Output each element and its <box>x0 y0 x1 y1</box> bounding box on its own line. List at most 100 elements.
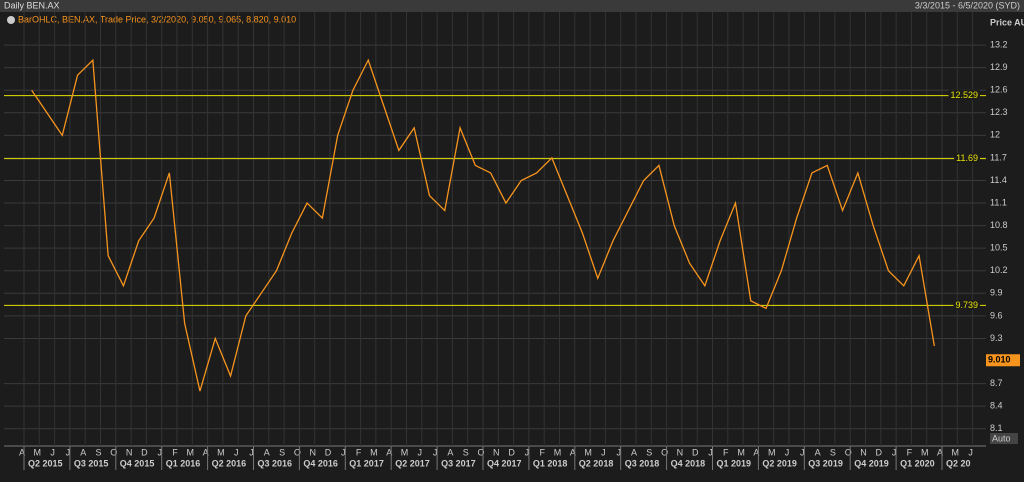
quarter-label: Q3 2019 <box>808 458 843 468</box>
x-tick-label: N <box>126 447 133 457</box>
x-tick-label: M <box>768 447 776 457</box>
quarter-label: Q1 2017 <box>349 458 384 468</box>
level-label: 12.529 <box>950 90 978 100</box>
x-tick-label: O <box>477 447 484 457</box>
auto-label[interactable]: Auto <box>992 433 1011 443</box>
x-tick-label: J <box>341 447 346 457</box>
x-tick-label: F <box>907 447 913 457</box>
x-tick-label: N <box>860 447 867 457</box>
x-tick-label: A <box>570 447 576 457</box>
quarter-label: Q1 2018 <box>533 458 568 468</box>
x-tick-label: J <box>800 447 805 457</box>
y-tick-label: 9.9 <box>990 288 1003 298</box>
quarter-label: Q4 2015 <box>120 458 155 468</box>
quarter-label: Q2 2016 <box>212 458 247 468</box>
x-tick-label: N <box>677 447 684 457</box>
x-tick-label: S <box>95 447 101 457</box>
quarter-label: Q2 2019 <box>762 458 797 468</box>
x-tick-label: J <box>616 447 621 457</box>
x-tick-label: O <box>845 447 852 457</box>
legend-icon <box>7 16 15 24</box>
x-tick-label: D <box>876 447 883 457</box>
x-tick-label: A <box>815 447 821 457</box>
x-tick-label: O <box>110 447 117 457</box>
y-tick-label: 9.3 <box>990 333 1003 343</box>
level-label: 9.739 <box>955 300 978 310</box>
x-tick-label: J <box>601 447 606 457</box>
quarter-label: Q3 2017 <box>441 458 476 468</box>
x-tick-label: A <box>203 447 209 457</box>
quarter-label: Q4 2018 <box>671 458 706 468</box>
x-tick-label: J <box>968 447 973 457</box>
y-tick-label: 12.3 <box>990 107 1008 117</box>
x-tick-label: F <box>172 447 178 457</box>
x-tick-label: J <box>66 447 71 457</box>
y-tick-label: 12.9 <box>990 62 1008 72</box>
x-tick-label: M <box>952 447 960 457</box>
x-tick-label: J <box>249 447 254 457</box>
x-tick-label: A <box>386 447 392 457</box>
x-tick-label: M <box>370 447 378 457</box>
x-tick-label: A <box>264 447 270 457</box>
x-tick-label: F <box>539 447 545 457</box>
x-tick-label: S <box>646 447 652 457</box>
x-tick-label: M <box>584 447 592 457</box>
x-tick-label: J <box>525 447 530 457</box>
x-tick-label: J <box>433 447 438 457</box>
y-tick-label: 12 <box>990 130 1000 140</box>
quarter-label: Q4 2019 <box>854 458 889 468</box>
x-tick-label: J <box>50 447 55 457</box>
chart-title: Daily BEN.AX <box>4 0 60 10</box>
auto-button[interactable] <box>990 433 1018 444</box>
quarter-label: Q2 2018 <box>579 458 614 468</box>
level-label: 11.69 <box>956 153 978 163</box>
legend: BarOHLC, BEN.AX, Trade Price, 3/2/2020, … <box>18 14 296 24</box>
y-tick-label: 11.1 <box>990 197 1007 207</box>
level-label-bg <box>953 299 980 310</box>
x-tick-label: A <box>80 447 86 457</box>
y-tick-label: 12.6 <box>990 85 1008 95</box>
x-tick-label: A <box>19 447 25 457</box>
price-line <box>31 58 935 392</box>
x-tick-label: N <box>493 447 500 457</box>
y-tick-label: 13.2 <box>990 39 1008 49</box>
quarter-label: Q2 20 <box>946 458 971 468</box>
quarter-label: Q1 2020 <box>900 458 935 468</box>
quarter-label: Q4 2017 <box>487 458 522 468</box>
y-tick-label: 10.2 <box>990 265 1008 275</box>
x-tick-label: M <box>921 447 929 457</box>
x-tick-label: M <box>401 447 409 457</box>
x-tick-label: M <box>554 447 562 457</box>
level-label-bg <box>948 89 980 100</box>
y-tick-label: 11.7 <box>990 152 1007 162</box>
x-tick-label: J <box>892 447 897 457</box>
x-tick-label: M <box>187 447 195 457</box>
quarter-label: Q1 2016 <box>166 458 201 468</box>
x-tick-label: D <box>141 447 148 457</box>
y-tick-label: 10.5 <box>990 243 1008 253</box>
x-tick-label: S <box>463 447 469 457</box>
x-tick-label: A <box>753 447 759 457</box>
x-tick-label: S <box>279 447 285 457</box>
quarter-label: Q4 2016 <box>303 458 338 468</box>
x-tick-label: M <box>217 447 225 457</box>
quarter-label: Q1 2019 <box>717 458 752 468</box>
y-tick-label: 9.6 <box>990 310 1003 320</box>
x-tick-label: M <box>737 447 745 457</box>
x-tick-label: A <box>631 447 637 457</box>
x-tick-label: J <box>708 447 713 457</box>
x-tick-label: D <box>508 447 515 457</box>
last-price-box <box>986 354 1020 367</box>
header-bar <box>0 0 1024 12</box>
x-tick-label: O <box>661 447 668 457</box>
date-range: 3/3/2015 - 6/5/2020 (SYD) <box>915 0 1020 10</box>
level-label-bg <box>954 153 980 164</box>
last-price-label: 9.010 <box>988 355 1011 365</box>
quarter-label: Q2 2015 <box>28 458 63 468</box>
x-tick-label: M <box>34 447 42 457</box>
y-axis-label: Price AUD <box>990 17 1024 27</box>
x-tick-label: N <box>309 447 316 457</box>
y-tick-label: 8.1 <box>990 423 1003 433</box>
x-tick-label: O <box>294 447 301 457</box>
